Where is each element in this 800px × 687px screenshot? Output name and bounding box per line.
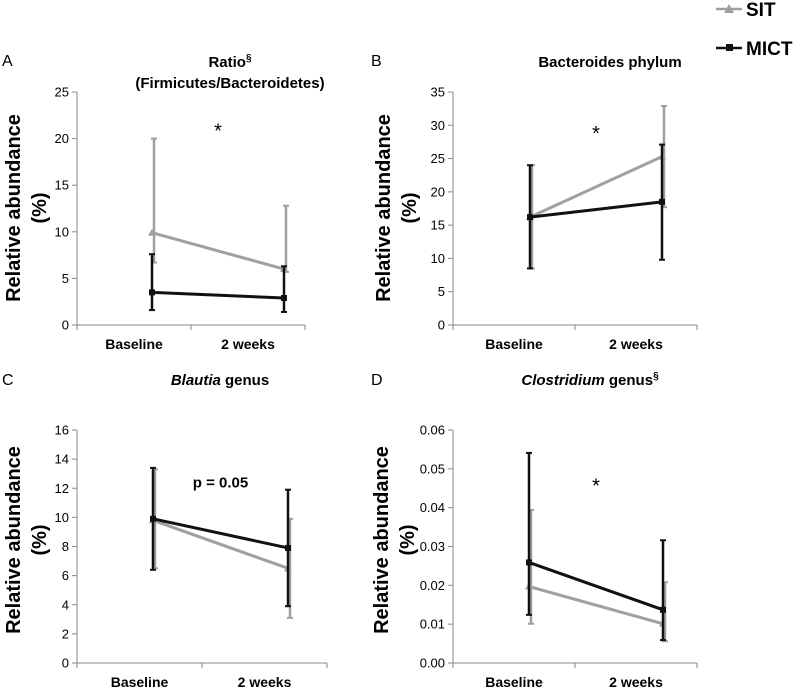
panel-c-ytick-label: 8	[62, 539, 69, 554]
panel-b-ytick-label: 35	[431, 85, 445, 100]
panel-a-annotation: *	[214, 120, 222, 142]
panel-b-ylabel-unit: (%)	[399, 192, 421, 223]
panel-b-title: Bacteroides phylum	[538, 54, 681, 71]
panel-a-letter: A	[2, 53, 13, 70]
panel-b-mict-point	[527, 214, 533, 221]
panel-a-ytick-label: 10	[55, 224, 69, 239]
panel-a-ytick-label: 5	[62, 271, 69, 286]
panel-d-xtick-label: Baseline	[485, 674, 543, 687]
panel-c-title: Blautia genus	[171, 372, 269, 389]
panel-b-ytick-label: 15	[431, 218, 445, 233]
panel-c-xtick-label: Baseline	[111, 674, 169, 687]
panel-d-title-sup: §	[653, 371, 659, 382]
panel-c-annotation: p = 0.05	[193, 474, 248, 491]
panel-b-ytick-label: 0	[438, 318, 445, 333]
panel-c-ytick-label: 14	[55, 452, 69, 467]
panel-d-ylabel: Relative abundance	[371, 446, 393, 634]
panel-c-ytick-label: 0	[62, 656, 69, 671]
panel-c-mict-point	[150, 515, 156, 522]
panel-b-annotation: *	[592, 123, 600, 145]
panel-d-xtick-label: 2 weeks	[609, 674, 663, 687]
panel-a-mict-point	[281, 294, 287, 301]
panel-c-ytick-label: 10	[55, 510, 69, 525]
panel-d-title-main: Clostridium	[521, 372, 604, 389]
panel-c-ytick-label: 2	[62, 626, 69, 641]
panel-d-mict-line	[528, 561, 664, 612]
panel-d-title-suffix: genus	[605, 372, 653, 389]
panel-b-ytick-label: 30	[431, 118, 445, 133]
panel-a-mict-point	[149, 289, 155, 296]
panel-c-xtick-label: 2 weeks	[238, 674, 292, 687]
panel-d-ytick-label: 0.04	[420, 500, 445, 515]
legend-mict-label: MICT	[746, 39, 793, 60]
panel-a-ytick-label: 20	[55, 131, 69, 146]
panel-a-title-line2: (Firmicutes/Bacteroidetes)	[135, 75, 324, 92]
panel-a: A Ratio§ (Firmicutes/Bacteroidetes) Rela…	[2, 53, 325, 352]
panel-b-ytick-label: 10	[431, 251, 445, 266]
panel-a-mict-line	[151, 290, 285, 300]
panel-b-xtick-label: Baseline	[485, 336, 543, 352]
panel-a-ytick-label: 15	[55, 178, 69, 193]
panel-a-ytick-label: 25	[55, 85, 69, 100]
panel-d-ytick-label: 0.00	[420, 656, 445, 671]
panel-b-xtick-label: 2 weeks	[609, 336, 663, 352]
panel-a-xtick-label: 2 weeks	[221, 336, 275, 352]
panel-c-ytick-label: 16	[55, 423, 69, 438]
panel-c-ylabel: Relative abundance	[3, 446, 25, 634]
panel-c-mict-line	[152, 517, 289, 550]
panel-c-sit-line	[152, 518, 289, 570]
panel-a-xtick-label: Baseline	[105, 336, 163, 352]
panel-d-mict-point	[660, 606, 666, 613]
panel-d-ytick-label: 0.02	[420, 578, 445, 593]
panel-b-mict-line	[529, 200, 663, 219]
panel-d: D Clostridium genus§ Relative abundance …	[371, 371, 698, 687]
panel-a-ytick-label: 0	[62, 318, 69, 333]
panel-d-ytick-label: 0.03	[420, 539, 445, 554]
panel-b-ytick-label: 5	[438, 284, 445, 299]
panel-b-mict-point	[659, 198, 665, 205]
panel-b-ylabel: Relative abundance	[373, 114, 395, 302]
panel-b-letter: B	[371, 53, 382, 70]
panel-c-ytick-label: 6	[62, 568, 69, 583]
panel-d-annotation: *	[592, 475, 600, 497]
panel-b-sit-line	[529, 155, 663, 219]
panel-c-title-suffix: genus	[221, 372, 269, 389]
panel-d-ylabel-unit: (%)	[397, 524, 419, 555]
panel-c-ytick-label: 12	[55, 481, 69, 496]
panel-c-mict-point	[285, 544, 291, 551]
panel-a-title: Ratio§	[208, 53, 252, 71]
panel-c-ytick-label: 4	[62, 597, 69, 612]
legend-sit-marker	[724, 4, 734, 13]
legend-mict-marker	[726, 44, 733, 51]
panel-a-sit-point	[148, 228, 156, 236]
panel-b-ytick-label: 25	[431, 151, 445, 166]
panel-d-ytick-label: 0.05	[420, 461, 445, 476]
panel-a-title-sup: §	[246, 53, 252, 64]
panel-b: B Bacteroides phylum Relative abundance …	[371, 53, 698, 352]
panel-d-sit-line	[528, 585, 664, 626]
panel-d-title: Clostridium genus§	[521, 371, 659, 389]
panel-c-letter: C	[2, 372, 14, 389]
panel-a-ylabel-unit: (%)	[29, 192, 51, 223]
panel-c-ylabel-unit: (%)	[29, 524, 51, 555]
panel-d-ytick-label: 0.01	[420, 617, 445, 632]
panel-c-title-main: Blautia	[171, 372, 221, 389]
legend: SIT MICT	[716, 0, 793, 60]
panel-d-mict-point	[526, 559, 532, 566]
panel-c: C Blautia genus Relative abundance (%) 0…	[2, 372, 328, 687]
panel-d-ytick-label: 0.06	[420, 423, 445, 438]
panel-a-ylabel: Relative abundance	[3, 114, 25, 302]
panel-d-letter: D	[371, 372, 383, 389]
panel-b-ytick-label: 20	[431, 184, 445, 199]
legend-sit-label: SIT	[746, 0, 776, 21]
panel-a-sit-line	[151, 231, 285, 271]
panel-a-title-main: Ratio	[208, 54, 246, 71]
